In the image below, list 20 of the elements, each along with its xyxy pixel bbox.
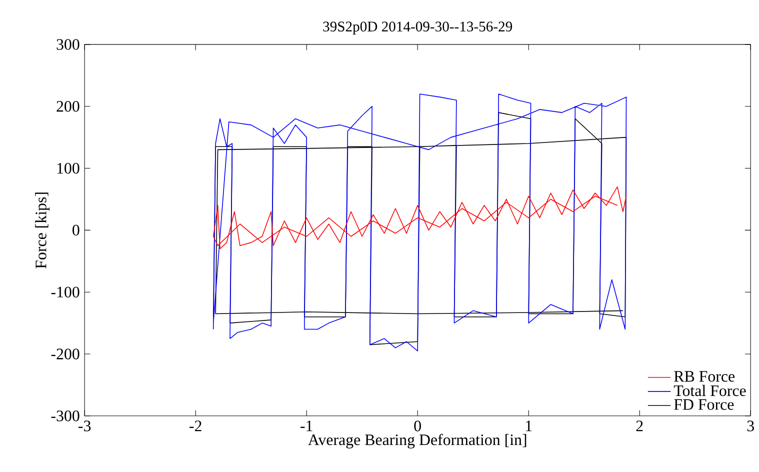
x-tick-label: 0: [414, 420, 421, 432]
x-tick-label: -2: [190, 420, 202, 432]
legend-label: FD Force: [674, 399, 734, 410]
legend-label: RB Force: [674, 371, 735, 382]
x-axis-title: Average Bearing Deformation [in]: [308, 434, 526, 449]
y-tick-label: 100: [57, 163, 80, 174]
x-tick-label: 3: [747, 420, 754, 432]
x-tick-label: 1: [526, 420, 532, 432]
x-tick-label: 2: [636, 420, 643, 432]
y-tick-label: 300: [56, 39, 80, 50]
chart-title: 39S2p0D 2014-09-30--13-56-29: [323, 22, 512, 35]
y-tick-label: -300: [51, 410, 80, 422]
legend-label: Total Force: [674, 385, 746, 396]
y-tick-label: -100: [51, 286, 80, 298]
y-tick-label: 200: [56, 101, 80, 112]
y-tick-label: -200: [51, 348, 80, 360]
x-tick-label: -3: [78, 420, 91, 432]
x-tick-label: -1: [300, 420, 312, 432]
y-tick-label: 0: [72, 224, 80, 236]
y-axis-title: Force [kips]: [35, 192, 50, 269]
